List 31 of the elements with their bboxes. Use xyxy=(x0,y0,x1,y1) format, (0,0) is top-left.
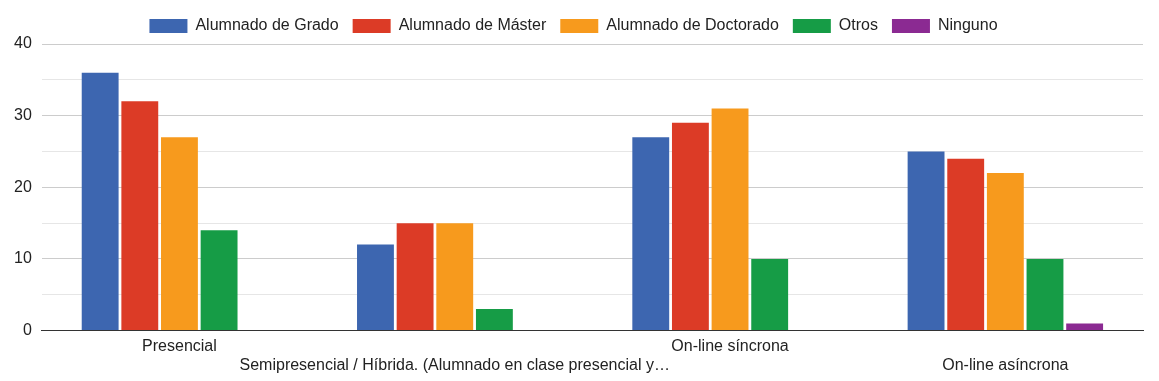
bar xyxy=(161,137,198,331)
x-tick-label: Presencial xyxy=(142,336,217,354)
x-tick-label: On-line asíncrona xyxy=(942,355,1069,373)
bar xyxy=(200,230,238,331)
legend-label: Alumnado de Máster xyxy=(398,16,547,34)
bar xyxy=(751,258,789,331)
bar xyxy=(396,223,434,331)
bar xyxy=(711,108,749,331)
bar xyxy=(436,223,474,331)
bar xyxy=(1066,323,1104,331)
legend-label: Alumnado de Doctorado xyxy=(606,16,779,34)
y-tick-label: 10 xyxy=(14,249,32,267)
legend-label: Ninguno xyxy=(937,16,998,34)
y-tick-label: 30 xyxy=(14,106,32,124)
bar xyxy=(1026,258,1064,331)
y-tick-label: 40 xyxy=(14,34,32,52)
legend-label: Otros xyxy=(838,16,878,34)
x-tick-label: Semipresencial / Híbrida. (Alumnado en clase presencial y… xyxy=(239,355,670,373)
y-tick-label: 20 xyxy=(14,177,32,195)
bar xyxy=(907,151,945,331)
bar xyxy=(121,101,159,331)
y-tick-label: 0 xyxy=(22,321,32,339)
bar xyxy=(81,72,119,331)
x-tick-label: On-line síncrona xyxy=(671,336,789,354)
bar xyxy=(357,244,394,331)
bar xyxy=(671,122,709,331)
bar xyxy=(986,172,1024,331)
bar xyxy=(947,158,985,331)
bar xyxy=(632,137,670,331)
legend-label: Alumnado de Grado xyxy=(195,16,339,34)
bar xyxy=(475,309,513,331)
